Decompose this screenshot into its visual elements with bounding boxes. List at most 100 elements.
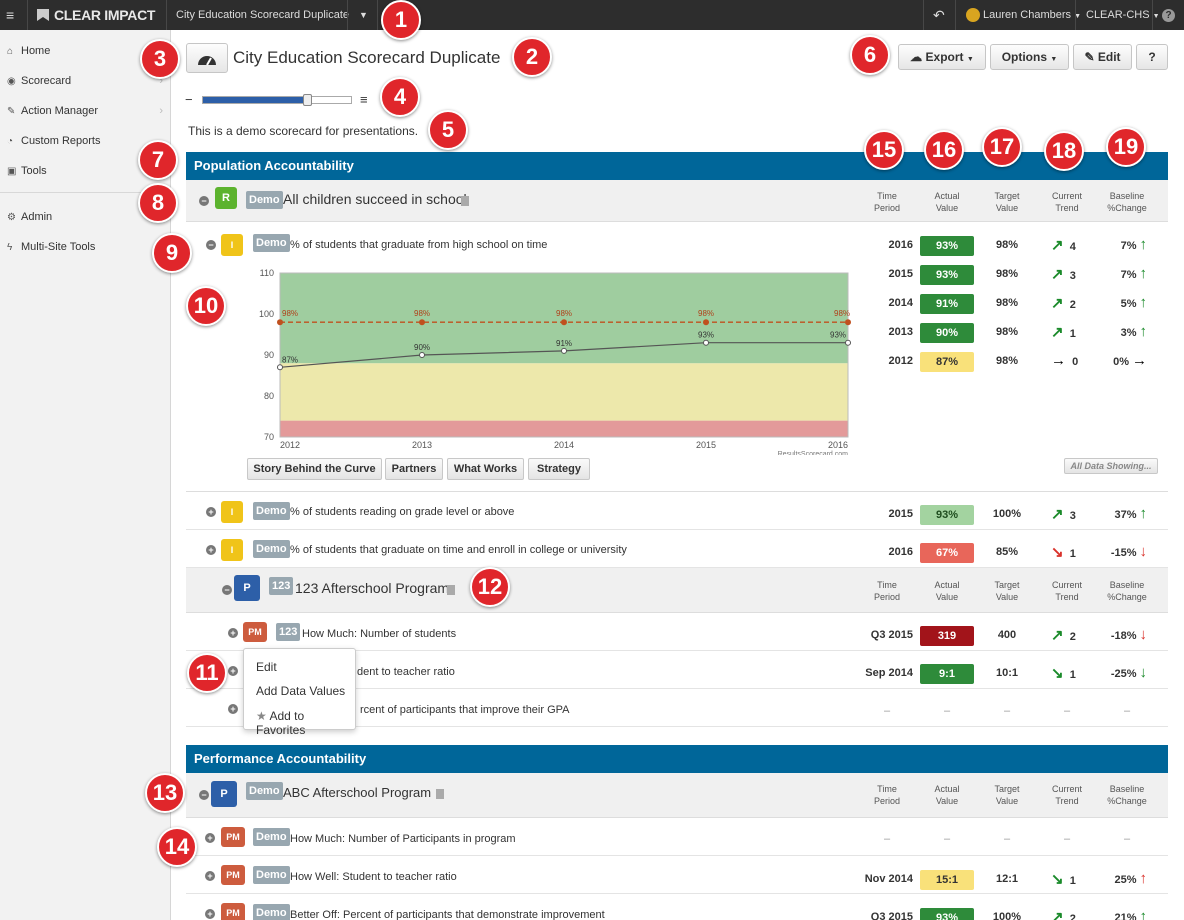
all-data-showing-button[interactable]: All Data Showing... — [1064, 458, 1158, 474]
tab-partners[interactable]: Partners — [385, 458, 443, 480]
program-row[interactable] — [186, 773, 1168, 818]
collapse-icon[interactable]: − — [199, 790, 209, 800]
demo-badge: 123 — [276, 623, 301, 641]
menu-item-add-data-values[interactable]: Add Data Values — [256, 684, 346, 698]
actual-value[interactable]: 93% — [920, 265, 974, 285]
expand-icon[interactable]: + — [228, 704, 238, 714]
zoom-in-icon[interactable]: ≡ — [360, 92, 368, 107]
indicator-title[interactable]: % of students that graduate from high sc… — [290, 239, 548, 251]
sidebar-item-tools[interactable]: ▣ Tools — [7, 162, 167, 180]
sidebar-item-custom-reports[interactable]: ◔ Custom Reports — [7, 132, 167, 150]
col-time-period: Time Period — [873, 191, 900, 213]
program-title[interactable]: ABC Afterschool Program — [283, 785, 432, 800]
actual-value[interactable]: 15:1 — [920, 870, 974, 890]
tab-what-works[interactable]: What Works — [447, 458, 524, 480]
user-menu[interactable]: Lauren Chambers ▼ — [966, 0, 1081, 30]
empty-value: – — [1003, 705, 1011, 717]
result-title[interactable]: All children succeed in school — [283, 191, 467, 207]
menu-item-add-to-favorites[interactable]: ★ Add to Favorites — [256, 709, 355, 737]
help-icon[interactable]: ? — [1162, 9, 1175, 22]
indicator-row-expanded — [186, 222, 1168, 492]
scorecard-name[interactable]: City Education Scorecard Duplicate — [176, 9, 350, 21]
flag-logo-icon — [36, 0, 52, 30]
baseline-percent: -15% — [1110, 547, 1137, 559]
actual-value[interactable]: 9:1 — [920, 664, 974, 684]
help-button[interactable]: ? — [1136, 44, 1168, 70]
collapse-icon[interactable]: − — [222, 585, 232, 595]
measure-title[interactable]: How Much: Number of Participants in prog… — [290, 833, 516, 845]
measure-row[interactable] — [186, 856, 1168, 894]
expand-icon[interactable]: + — [205, 871, 215, 881]
trend-arrow-icon: ↗ — [1051, 909, 1064, 920]
indicator-title[interactable]: % of students reading on grade level or … — [290, 506, 515, 518]
collapse-icon[interactable]: − — [199, 196, 209, 206]
trend-count: 2 — [1069, 299, 1076, 311]
zoom-slider[interactable] — [202, 94, 352, 106]
sidebar-item-admin[interactable]: ⚙ Admin — [7, 208, 167, 226]
baseline-change: 21% ↑ — [1095, 908, 1147, 920]
collapse-icon[interactable]: − — [206, 240, 216, 250]
sidebar-item-home[interactable]: ⌂ Home — [7, 42, 167, 60]
scorecard-dropdown-caret-icon[interactable]: ▼ — [359, 10, 368, 20]
measure-row[interactable] — [186, 613, 1168, 651]
measure-title[interactable]: How Much: Number of students — [302, 628, 457, 640]
export-button[interactable]: ☁ Export ▼ — [898, 44, 986, 70]
tab-story-behind-the-curve[interactable]: Story Behind the Curve — [247, 458, 382, 480]
result-row[interactable] — [186, 180, 1168, 222]
chevron-right-icon: › — [159, 75, 163, 87]
menu-item-edit[interactable]: Edit — [256, 660, 277, 674]
trend-arrow-icon: ↗ — [1051, 506, 1064, 523]
actual-value[interactable]: 93% — [920, 236, 974, 256]
actual-value[interactable]: 87% — [920, 352, 974, 372]
indicator-title[interactable]: % of students that graduate on time and … — [290, 544, 627, 556]
expand-icon[interactable]: + — [228, 666, 238, 676]
expand-icon[interactable]: + — [205, 909, 215, 919]
target-value: 98% — [995, 268, 1019, 280]
indicator-row[interactable] — [186, 492, 1168, 530]
measure-row[interactable] — [186, 651, 1168, 689]
program-title[interactable]: 123 Afterschool Program — [295, 580, 450, 596]
zoom-out-icon[interactable]: − — [185, 92, 193, 107]
indicator-row[interactable] — [186, 530, 1168, 568]
baseline-percent: 0% — [1113, 356, 1129, 368]
zoom-slider-handle[interactable] — [302, 94, 312, 106]
measure-row[interactable] — [186, 818, 1168, 856]
col-time-period: Time Period — [873, 580, 900, 602]
actual-value[interactable]: 90% — [920, 323, 974, 343]
program-row[interactable] — [186, 568, 1168, 613]
document-icon[interactable] — [461, 196, 469, 206]
expand-icon[interactable]: + — [228, 628, 238, 638]
measure-title[interactable]: dent to teacher ratio — [357, 666, 455, 678]
site-menu[interactable]: CLEAR-CHS ▼ — [1086, 0, 1160, 30]
document-icon[interactable] — [436, 789, 444, 799]
expand-icon[interactable]: + — [206, 507, 216, 517]
scorecard-type-button[interactable] — [186, 43, 228, 73]
tab-strategy[interactable]: Strategy — [528, 458, 590, 480]
empty-value: – — [1003, 833, 1011, 845]
hamburger-menu-icon[interactable]: ≡ — [6, 7, 15, 23]
expand-icon[interactable]: + — [206, 545, 216, 555]
briefcase-icon: ▣ — [7, 166, 17, 177]
measure-title[interactable]: Better Off: Percent of participants that… — [290, 909, 605, 920]
callout-badge-18: 18 — [1044, 131, 1084, 171]
actual-value[interactable]: 93% — [920, 908, 974, 920]
measure-row[interactable] — [186, 689, 1168, 727]
brand-logo[interactable]: CLEAR IMPACT — [54, 7, 156, 23]
sidebar-item-scorecard[interactable]: ◉ Scorecard › — [7, 72, 167, 90]
trend-count: 1 — [1069, 328, 1076, 340]
document-icon[interactable] — [447, 585, 455, 595]
actual-value[interactable]: 67% — [920, 543, 974, 563]
actual-value[interactable]: 93% — [920, 505, 974, 525]
expand-icon[interactable]: + — [205, 833, 215, 843]
edit-button[interactable]: ✎ Edit — [1073, 44, 1132, 70]
sidebar-item-action-manager[interactable]: ✎ Action Manager › — [7, 102, 167, 120]
target-value: 10:1 — [995, 667, 1019, 679]
actual-value[interactable]: 91% — [920, 294, 974, 314]
empty-value: – — [883, 833, 891, 845]
sidebar-item-multi-site-tools[interactable]: ϟ Multi-Site Tools — [7, 238, 167, 256]
measure-title[interactable]: rcent of participants that improve their… — [360, 704, 570, 716]
options-button[interactable]: Options ▼ — [990, 44, 1069, 70]
measure-title[interactable]: How Well: Student to teacher ratio — [290, 871, 457, 883]
undo-icon[interactable]: ↶ — [933, 7, 945, 23]
actual-value[interactable]: 319 — [920, 626, 974, 646]
